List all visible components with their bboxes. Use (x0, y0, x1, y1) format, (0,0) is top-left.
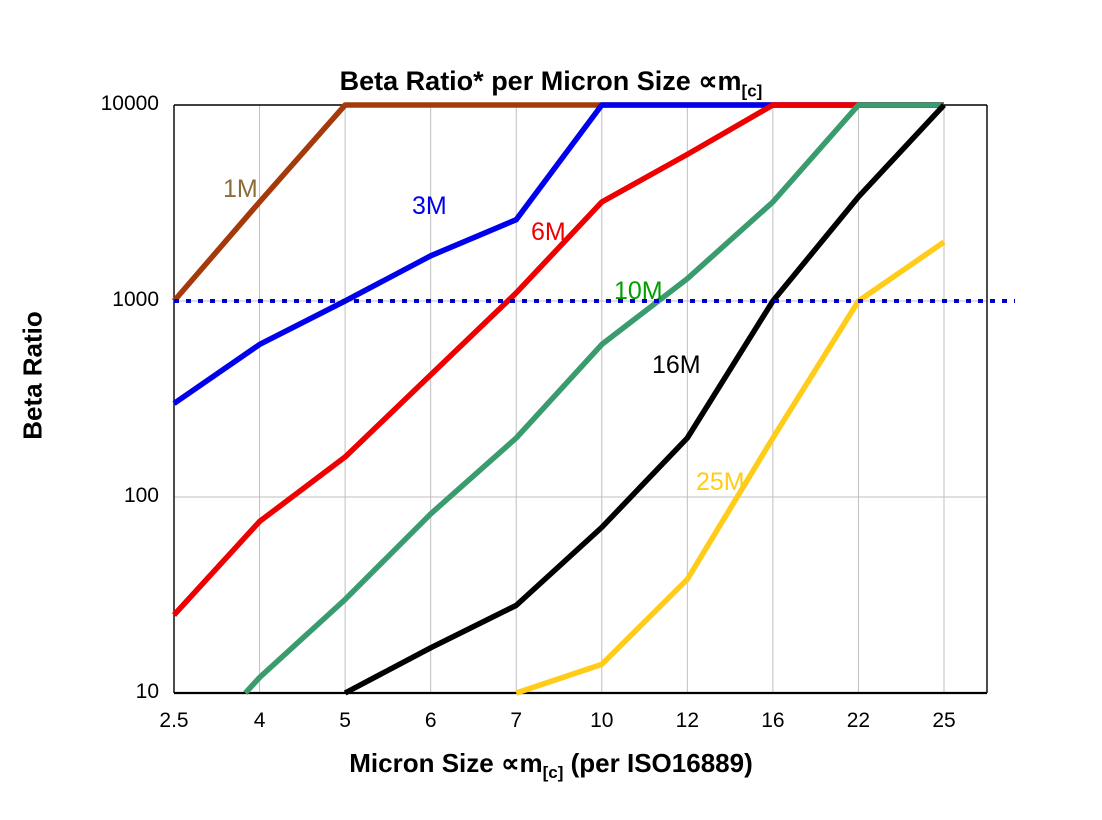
series-label-3m: 3M (412, 192, 447, 220)
x-tick-label-10: 10 (590, 709, 614, 732)
series-line-25m (515, 239, 946, 696)
chart-title-main: Beta Ratio* per Micron Size ∝m (339, 66, 742, 96)
x-tick-label-25: 25 (932, 709, 956, 732)
x-tick-label-16: 16 (761, 709, 785, 732)
y-tick-label-100: 100 (123, 484, 159, 507)
chart-title-subscript: [c] (741, 81, 763, 101)
series-label-1m: 1M (223, 175, 258, 203)
x-tick-label-4: 4 (253, 709, 266, 732)
x-axis-title: Micron Size ∝m[c] (per ISO16889) (0, 748, 1102, 783)
series-line-1m (171, 102, 944, 303)
x-tick-label-22: 22 (846, 709, 871, 732)
series-label-6m: 6M (531, 218, 566, 246)
series-line-16m (343, 103, 947, 696)
y-tick-label-10000: 10000 (100, 92, 159, 115)
x-axis-title-part2: (per ISO16889) (563, 748, 753, 778)
x-axis-title-subscript: [c] (542, 763, 564, 783)
series-line-3m (172, 102, 944, 406)
y-tick-label-10: 10 (135, 680, 159, 703)
chart-title: Beta Ratio* per Micron Size ∝m[c] (0, 66, 1102, 101)
series-label-25m: 25M (696, 468, 745, 496)
x-tick-label-2.5: 2.5 (159, 709, 189, 732)
y-tick-label-1000: 1000 (112, 288, 159, 311)
series-label-10m: 10M (614, 277, 663, 305)
x-tick-label-12: 12 (675, 709, 699, 732)
x-tick-label-5: 5 (339, 709, 351, 732)
series-line-10m (243, 102, 944, 695)
x-tick-label-6: 6 (424, 709, 437, 732)
series-label-16m: 16M (652, 351, 701, 379)
x-axis-title-part1: Micron Size ∝m (349, 748, 543, 778)
x-tick-label-7: 7 (510, 709, 523, 732)
series-line-6m (171, 102, 944, 617)
